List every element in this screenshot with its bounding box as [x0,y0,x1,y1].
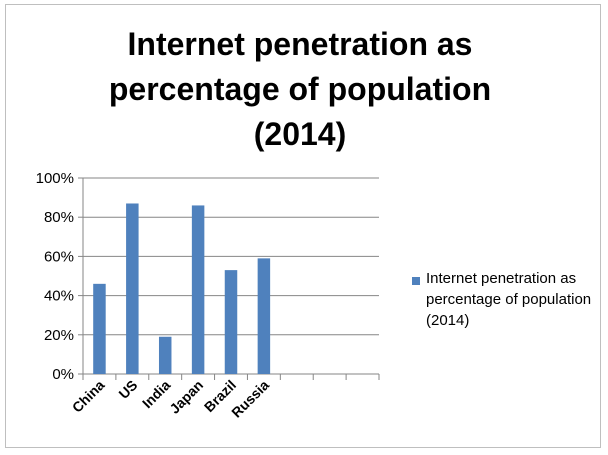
chart-title: Internet penetration as percentage of po… [108,26,492,152]
bar [191,205,205,374]
y-tick-label: 40% [44,288,74,305]
x-tick-label: Russia [228,377,272,421]
y-tick-label: 80% [44,209,74,226]
x-tick-label: US [115,377,140,402]
legend: Internet penetration as percentage of po… [412,268,592,331]
legend-swatch [412,277,420,285]
bar [257,258,271,374]
y-tick-label: 100% [36,170,74,187]
x-tick-label: Japan [166,377,206,417]
y-tick-label: 20% [44,327,74,344]
legend-label: Internet penetration as percentage of po… [426,270,592,329]
y-tick-label: 0% [52,366,74,383]
bar [93,283,106,374]
bar [158,336,172,374]
x-tick-label: China [69,377,108,416]
y-tick-label: 60% [44,248,74,265]
bar [224,270,238,374]
bar [126,203,139,374]
